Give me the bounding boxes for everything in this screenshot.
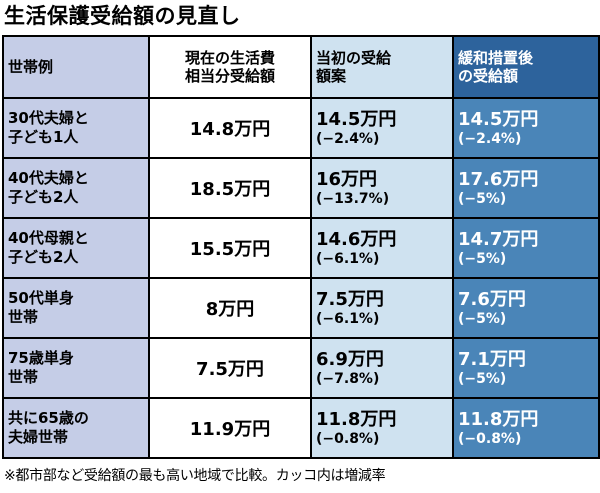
initial-amount-value: 11.8万円 — [316, 408, 397, 430]
table-row: 共に65歳の 夫婦世帯 11.9万円 11.8万円 (−0.8%) 11.8万円… — [2, 397, 600, 460]
table-row: 40代夫婦と 子ども2人 18.5万円 16万円 (−13.7%) 17.6万円… — [2, 157, 600, 220]
table-row: 50代単身 世帯 8万円 7.5万円 (−6.1%) 7.6万円 (−5%) — [2, 277, 600, 340]
initial-amount-pct: (−0.8%) — [316, 431, 380, 448]
initial-amount-pct: (−6.1%) — [316, 251, 380, 268]
current-amount-cell: 15.5万円 — [148, 217, 312, 280]
initial-amount-cell: 14.6万円 (−6.1%) — [310, 217, 454, 280]
relaxed-amount-cell: 14.5万円 (−2.4%) — [452, 97, 600, 160]
initial-amount-cell: 16万円 (−13.7%) — [310, 157, 454, 220]
relaxed-amount-value: 7.1万円 — [458, 348, 526, 370]
relaxed-amount-value: 7.6万円 — [458, 288, 526, 310]
initial-amount-cell: 14.5万円 (−2.4%) — [310, 97, 454, 160]
relaxed-amount-cell: 7.6万円 (−5%) — [452, 277, 600, 340]
initial-amount-cell: 6.9万円 (−7.8%) — [310, 337, 454, 400]
relaxed-amount-pct: (−5%) — [458, 371, 507, 388]
current-amount-cell: 18.5万円 — [148, 157, 312, 220]
welfare-benefits-infographic: 生活保護受給額の見直し 世帯例 現在の生活費 相当分受給額 当初の受給 額案 緩… — [0, 3, 600, 493]
page-title: 生活保護受給額の見直し — [4, 4, 241, 28]
initial-amount-value: 16万円 — [316, 168, 378, 190]
initial-amount-pct: (−13.7%) — [316, 191, 390, 208]
initial-amount-pct: (−7.8%) — [316, 371, 380, 388]
relaxed-amount-pct: (−2.4%) — [458, 131, 522, 148]
household-cell: 40代夫婦と 子ども2人 — [2, 157, 150, 220]
initial-amount-value: 14.5万円 — [316, 108, 397, 130]
footnote: ※都市部など受給額の最も高い地域で比較。カッコ内は増減率 — [4, 468, 386, 485]
initial-amount-cell: 7.5万円 (−6.1%) — [310, 277, 454, 340]
table-row: 40代母親と 子ども2人 15.5万円 14.6万円 (−6.1%) 14.7万… — [2, 217, 600, 280]
initial-amount-pct: (−6.1%) — [316, 311, 380, 328]
table-header-row: 世帯例 現在の生活費 相当分受給額 当初の受給 額案 緩和措置後 の受給額 — [2, 35, 600, 100]
household-cell: 75歳単身 世帯 — [2, 337, 150, 400]
relaxed-amount-cell: 14.7万円 (−5%) — [452, 217, 600, 280]
relaxed-amount-pct: (−5%) — [458, 191, 507, 208]
current-amount-cell: 7.5万円 — [148, 337, 312, 400]
relaxed-amount-value: 17.6万円 — [458, 168, 539, 190]
relaxed-amount-cell: 17.6万円 (−5%) — [452, 157, 600, 220]
table-row: 30代夫婦と 子ども1人 14.8万円 14.5万円 (−2.4%) 14.5万… — [2, 97, 600, 160]
relaxed-amount-cell: 11.8万円 (−0.8%) — [452, 397, 600, 460]
header-relaxed-benefit: 緩和措置後 の受給額 — [452, 35, 600, 100]
header-current-benefit: 現在の生活費 相当分受給額 — [148, 35, 312, 100]
current-amount-cell: 11.9万円 — [148, 397, 312, 460]
relaxed-amount-pct: (−0.8%) — [458, 431, 522, 448]
household-cell: 共に65歳の 夫婦世帯 — [2, 397, 150, 460]
relaxed-amount-cell: 7.1万円 (−5%) — [452, 337, 600, 400]
relaxed-amount-value: 14.7万円 — [458, 228, 539, 250]
household-cell: 50代単身 世帯 — [2, 277, 150, 340]
relaxed-amount-value: 11.8万円 — [458, 408, 539, 430]
initial-amount-value: 14.6万円 — [316, 228, 397, 250]
relaxed-amount-value: 14.5万円 — [458, 108, 539, 130]
relaxed-amount-pct: (−5%) — [458, 251, 507, 268]
header-initial-proposal: 当初の受給 額案 — [310, 35, 454, 100]
initial-amount-cell: 11.8万円 (−0.8%) — [310, 397, 454, 460]
initial-amount-pct: (−2.4%) — [316, 131, 380, 148]
household-cell: 40代母親と 子ども2人 — [2, 217, 150, 280]
benefits-table: 世帯例 現在の生活費 相当分受給額 当初の受給 額案 緩和措置後 の受給額 30… — [2, 35, 600, 460]
current-amount-cell: 14.8万円 — [148, 97, 312, 160]
initial-amount-value: 6.9万円 — [316, 348, 384, 370]
household-cell: 30代夫婦と 子ども1人 — [2, 97, 150, 160]
header-household: 世帯例 — [2, 35, 150, 100]
relaxed-amount-pct: (−5%) — [458, 311, 507, 328]
current-amount-cell: 8万円 — [148, 277, 312, 340]
table-row: 75歳単身 世帯 7.5万円 6.9万円 (−7.8%) 7.1万円 (−5%) — [2, 337, 600, 400]
initial-amount-value: 7.5万円 — [316, 288, 384, 310]
